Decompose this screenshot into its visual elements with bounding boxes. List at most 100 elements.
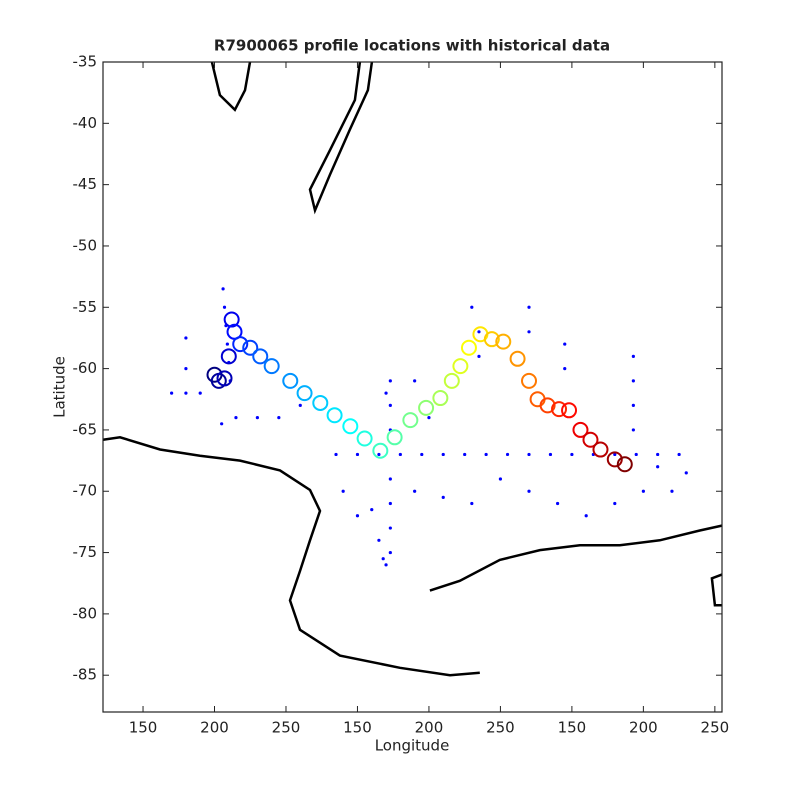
profile-location xyxy=(432,390,449,407)
x-axis-label: Longitude xyxy=(375,737,450,755)
historical-point xyxy=(634,452,638,457)
profile-location xyxy=(220,348,237,365)
historical-point xyxy=(613,452,617,457)
historical-point xyxy=(563,367,567,371)
y-tick-label: -40 xyxy=(73,114,98,132)
historical-point xyxy=(384,563,388,567)
historical-point xyxy=(222,305,227,309)
historical-point xyxy=(341,489,345,493)
y-tick-label: -35 xyxy=(73,53,98,71)
historical-point xyxy=(470,305,474,309)
profile-location xyxy=(606,451,623,468)
profile-location xyxy=(252,348,269,365)
historical-point xyxy=(613,501,617,506)
historical-point xyxy=(556,501,560,506)
y-tick-label: -85 xyxy=(73,666,98,684)
profile-location xyxy=(216,370,233,387)
profile-location xyxy=(282,372,299,389)
profile-location xyxy=(616,456,633,473)
profile-location xyxy=(296,385,313,402)
historical-point xyxy=(413,379,417,383)
historical-point xyxy=(170,391,174,395)
profile-location xyxy=(372,442,389,459)
historical-point xyxy=(631,428,635,432)
profile-location xyxy=(539,397,556,414)
historical-point xyxy=(641,489,645,493)
historical-point xyxy=(184,391,188,395)
historical-point xyxy=(298,403,302,407)
historical-point xyxy=(656,452,660,457)
axes-box xyxy=(102,61,723,713)
historical-point xyxy=(388,403,392,407)
historical-point xyxy=(398,452,402,457)
historical-point xyxy=(527,489,531,493)
x-tick-label: 250 xyxy=(701,719,730,737)
historical-point xyxy=(463,452,467,457)
historical-point xyxy=(370,508,374,512)
historical-point xyxy=(484,452,488,457)
historical-point xyxy=(255,416,259,420)
profile-location xyxy=(452,358,469,375)
historical-point xyxy=(234,416,238,420)
historical-point xyxy=(563,342,567,346)
profile-location xyxy=(232,336,249,353)
chart-title: R7900065 profile locations with historic… xyxy=(214,37,610,55)
historical-point xyxy=(384,391,388,395)
historical-point xyxy=(677,452,681,457)
historical-point xyxy=(413,489,417,493)
profile-location xyxy=(312,394,329,411)
historical-point xyxy=(631,403,635,407)
profile-location xyxy=(495,333,512,350)
historical-point xyxy=(184,367,188,371)
profile-location xyxy=(418,399,435,416)
y-tick-label: -80 xyxy=(73,604,98,622)
historical-point xyxy=(631,354,635,358)
historical-point xyxy=(441,495,445,499)
historical-point xyxy=(388,477,392,481)
historical-point xyxy=(427,416,431,420)
y-tick-label: -50 xyxy=(73,236,98,254)
profile-location xyxy=(509,350,526,367)
profile-location xyxy=(443,372,460,389)
historical-point xyxy=(570,452,574,457)
historical-point xyxy=(441,452,445,457)
historical-point xyxy=(277,416,281,420)
y-tick-label: -75 xyxy=(73,543,98,561)
historical-point xyxy=(184,336,188,340)
profile-location xyxy=(483,331,500,348)
historical-point xyxy=(470,501,474,506)
x-tick-label: 150 xyxy=(129,719,158,737)
historical-point xyxy=(477,330,481,334)
historical-point xyxy=(377,452,381,457)
historical-point xyxy=(377,538,381,542)
profile-location xyxy=(551,401,568,418)
historical-point xyxy=(221,287,225,291)
profile-location xyxy=(582,431,599,448)
historical-point xyxy=(656,465,660,469)
historical-point xyxy=(225,342,229,346)
coastline xyxy=(102,61,723,677)
historical-point xyxy=(631,379,635,383)
historical-point xyxy=(670,489,674,493)
historical-point xyxy=(527,452,531,457)
historical-point xyxy=(381,557,385,561)
historical-point xyxy=(220,422,224,426)
historical-point xyxy=(498,477,503,481)
x-tick-label: 200 xyxy=(629,719,658,737)
historical-point xyxy=(355,514,360,518)
historical-point xyxy=(584,514,588,518)
x-tick-label: 150 xyxy=(558,719,587,737)
historical-point xyxy=(684,471,688,475)
y-tick-label: -60 xyxy=(73,359,98,377)
historical-point xyxy=(527,330,531,334)
profile-location xyxy=(242,339,259,356)
historical-point xyxy=(388,550,392,555)
y-tick-label: -65 xyxy=(73,420,98,438)
x-tick-label: 200 xyxy=(415,719,444,737)
profile-location xyxy=(402,412,419,429)
historical-point xyxy=(334,452,338,457)
y-tick-label: -70 xyxy=(73,482,98,500)
historical-point xyxy=(505,452,510,457)
historical-point xyxy=(420,452,424,457)
